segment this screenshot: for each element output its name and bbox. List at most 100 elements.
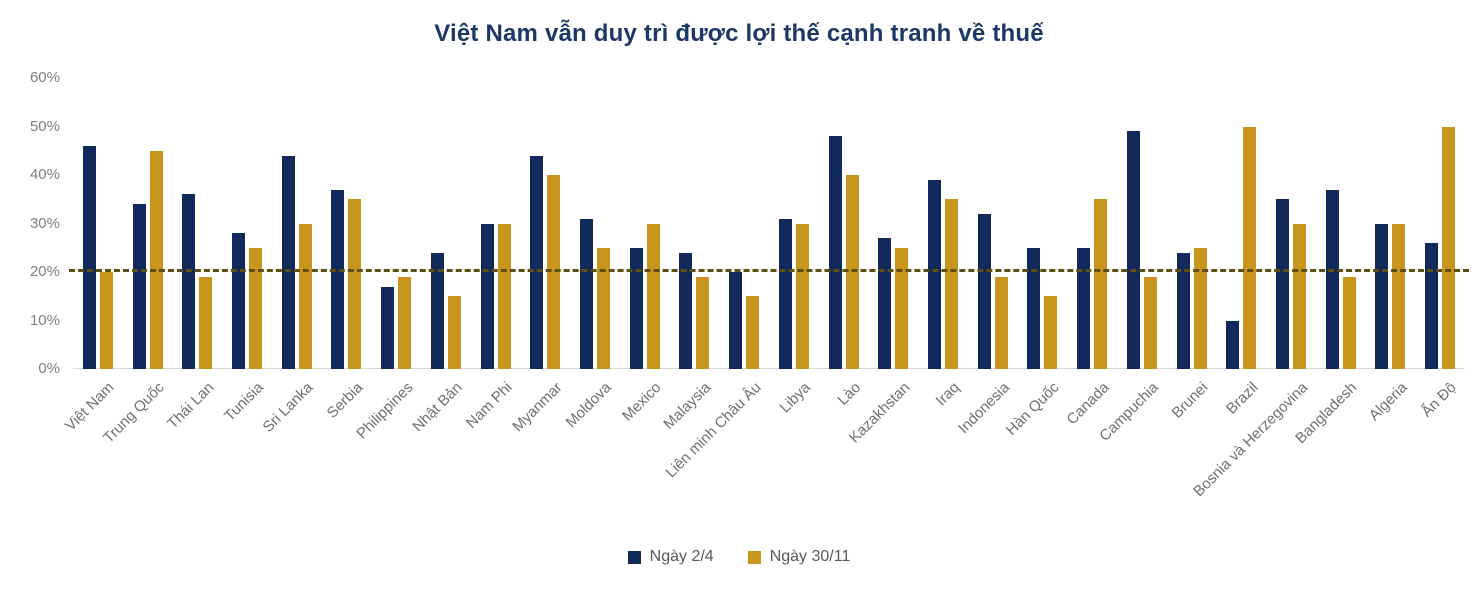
bar-group xyxy=(1067,78,1117,369)
bar-ng-y-30-11 xyxy=(596,247,610,369)
bar-ng-y-2-4 xyxy=(1077,247,1091,369)
bar-group xyxy=(520,78,570,369)
x-category-label: Thái Lan xyxy=(164,379,218,433)
x-category-label: Myanmar xyxy=(509,379,566,436)
bar-ng-y-30-11 xyxy=(746,296,760,369)
bar-ng-y-2-4 xyxy=(1275,199,1289,369)
y-tick-label: 50% xyxy=(29,117,60,135)
bar-group xyxy=(868,78,918,369)
bar-group xyxy=(73,78,123,369)
bar-ng-y-30-11 xyxy=(994,276,1008,369)
x-category-label: Mexico xyxy=(619,379,665,425)
bar-ng-y-30-11 xyxy=(1392,223,1406,369)
bar-ng-y-30-11 xyxy=(696,276,710,369)
reference-line-20pct xyxy=(69,269,1469,272)
y-tick-label: 10% xyxy=(29,311,60,329)
bar-ng-y-2-4 xyxy=(629,247,643,369)
bar-ng-y-30-11 xyxy=(1143,276,1157,369)
x-category-label: Algeria xyxy=(1365,379,1411,425)
legend-label: Ngày 30/11 xyxy=(769,548,851,565)
y-tick-label: 40% xyxy=(29,166,60,183)
bar-ng-y-2-4 xyxy=(927,179,941,369)
bar-ng-y-30-11 xyxy=(646,223,660,369)
bar-ng-y-30-11 xyxy=(199,276,213,369)
legend: Ngày 2/4 Ngày 30/11 xyxy=(0,548,1478,566)
bar-ng-y-2-4 xyxy=(778,218,792,369)
x-category-label: Lào xyxy=(833,379,864,409)
bar-ng-y-30-11 xyxy=(845,175,859,369)
bar-group xyxy=(670,78,720,369)
bar-ng-y-30-11 xyxy=(795,223,809,369)
bar-ng-y-2-4 xyxy=(729,272,743,369)
legend-swatch-icon xyxy=(747,550,761,564)
bar-ng-y-30-11 xyxy=(944,199,958,369)
y-tick-label: 20% xyxy=(29,263,60,280)
bar-ng-y-30-11 xyxy=(248,247,262,369)
bar-ng-y-2-4 xyxy=(331,189,345,369)
bar-ng-y-2-4 xyxy=(430,252,444,369)
y-tick-label: 0% xyxy=(38,360,60,377)
bar-ng-y-2-4 xyxy=(1027,247,1041,369)
bar-ng-y-2-4 xyxy=(828,136,842,369)
bar-group xyxy=(1366,78,1416,369)
bar-ng-y-2-4 xyxy=(82,145,96,369)
x-category-label: Ấn Độ xyxy=(1418,379,1461,421)
bar-group xyxy=(918,78,968,369)
bar-ng-y-2-4 xyxy=(1126,131,1140,369)
x-category-label: Moldova xyxy=(562,379,616,432)
bar-ng-y-30-11 xyxy=(348,199,362,369)
bar-ng-y-30-11 xyxy=(1243,126,1257,369)
bar-ng-y-2-4 xyxy=(182,194,196,369)
x-category-label: Hàn Quốc xyxy=(1002,379,1063,439)
bar-group xyxy=(1216,78,1266,369)
bar-group xyxy=(471,78,521,369)
bar-group xyxy=(272,78,322,369)
legend-swatch-icon xyxy=(627,550,641,564)
y-tick-label: 30% xyxy=(29,214,60,232)
plot-area xyxy=(69,78,1469,369)
bar-group xyxy=(1415,78,1465,369)
bar-ng-y-30-11 xyxy=(398,276,412,369)
bar-ng-y-30-11 xyxy=(99,272,113,369)
x-category-label: Nhật Bản xyxy=(409,379,466,436)
x-category-label: Brazil xyxy=(1222,379,1262,418)
bar-group xyxy=(968,78,1018,369)
bar-group xyxy=(123,78,173,369)
legend-label: Ngày 2/4 xyxy=(649,548,714,565)
bar-ng-y-30-11 xyxy=(1193,247,1207,369)
bar-group xyxy=(371,78,421,369)
bar-ng-y-2-4 xyxy=(579,218,593,369)
bar-ng-y-30-11 xyxy=(547,175,561,369)
x-category-label: Tunisia xyxy=(221,379,268,425)
bar-ng-y-30-11 xyxy=(298,223,312,369)
legend-item: Ngày 30/11 xyxy=(747,548,851,566)
bar-group xyxy=(1167,78,1217,369)
bar-ng-y-30-11 xyxy=(1292,223,1306,369)
bar-group xyxy=(421,78,471,369)
bar-ng-y-30-11 xyxy=(447,296,461,369)
x-category-label: Brunei xyxy=(1168,379,1212,422)
bar-group xyxy=(222,78,272,369)
bar-group xyxy=(172,78,222,369)
y-tick-label: 60% xyxy=(29,69,60,86)
bar-ng-y-2-4 xyxy=(679,252,693,369)
bar-ng-y-30-11 xyxy=(1342,276,1356,369)
bar-ng-y-2-4 xyxy=(480,223,494,369)
bar-ng-y-30-11 xyxy=(497,223,511,369)
x-category-label: Serbia xyxy=(323,379,367,422)
bar-ng-y-30-11 xyxy=(895,247,909,369)
legend-item: Ngày 2/4 xyxy=(627,548,714,566)
x-category-label: Sri Lanka xyxy=(259,379,317,436)
bar-group xyxy=(1266,78,1316,369)
x-category-label: Iraq xyxy=(932,379,964,410)
bar-ng-y-2-4 xyxy=(281,155,295,369)
bar-group xyxy=(1018,78,1068,369)
bar-group xyxy=(719,78,769,369)
bar-ng-y-2-4 xyxy=(530,155,544,369)
bar-group xyxy=(769,78,819,369)
bar-ng-y-30-11 xyxy=(1044,296,1058,369)
bar-ng-y-2-4 xyxy=(977,213,991,369)
bar-group xyxy=(322,78,372,369)
bar-group xyxy=(1316,78,1366,369)
